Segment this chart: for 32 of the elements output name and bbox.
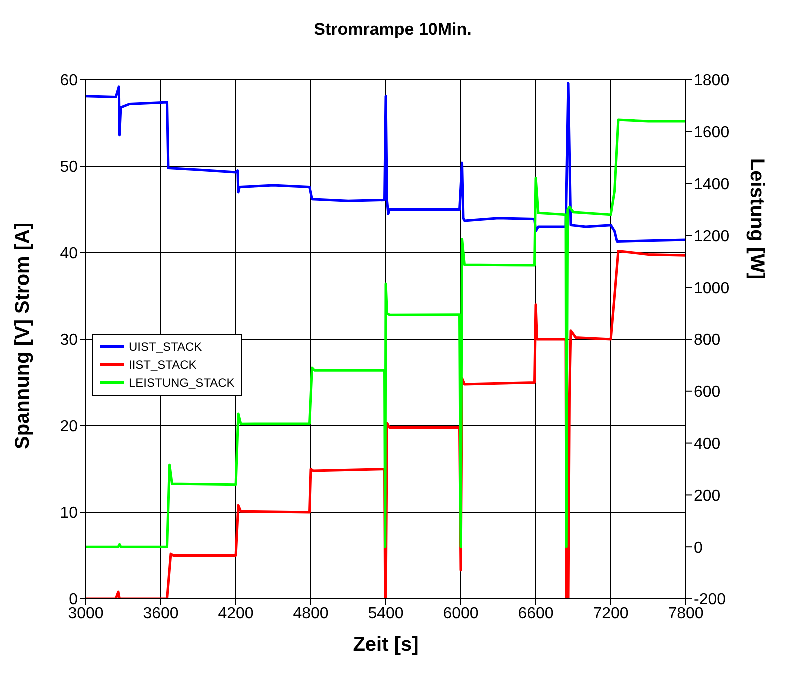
y2-tick-label: 0 [694, 540, 703, 557]
x-tick-label: 3000 [68, 605, 104, 622]
x-tick-label: 6600 [518, 605, 554, 622]
y-tick-label: 10 [60, 505, 78, 522]
x-tick-label: 7200 [593, 605, 629, 622]
y2-tick-label: 1800 [694, 72, 730, 90]
x-tick-label: 7800 [668, 605, 704, 622]
y2-tick-label: 200 [694, 488, 721, 505]
x-axis-title: Zeit [s] [353, 634, 419, 656]
y2-tick-label: 1000 [694, 280, 730, 298]
y2-tick-label: 1200 [694, 228, 730, 246]
x-tick-label: 4800 [293, 605, 329, 622]
x-tick-label: 6000 [443, 605, 479, 622]
chart-title: Stromrampe 10Min. [313, 20, 473, 40]
y-axis-title: Spannung [V] Strom [A] [12, 222, 34, 450]
x-tick-label: 3600 [143, 605, 179, 622]
legend-label: UIST_STACK [129, 339, 202, 356]
y2-tick-label: 800 [694, 332, 721, 350]
legend-label: IIST_STACK [129, 357, 197, 374]
x-tick-label: 5400 [368, 605, 404, 622]
y2-tick-label: 1600 [694, 124, 730, 142]
x-tick-label: 4200 [218, 605, 254, 622]
y-tick-label: 60 [60, 72, 78, 90]
y2-axis-title: Leistung [W] [746, 158, 768, 280]
y-tick-label: 50 [60, 159, 78, 176]
legend-label: LEISTUNG_STACK [129, 375, 235, 392]
y2-tick-label: 1400 [694, 176, 730, 194]
y-tick-label: 40 [60, 246, 78, 263]
y2-tick-label: 400 [694, 436, 721, 453]
y-tick-label: 30 [60, 332, 78, 350]
y-tick-label: 20 [60, 418, 78, 436]
y2-tick-label: 600 [694, 384, 721, 402]
